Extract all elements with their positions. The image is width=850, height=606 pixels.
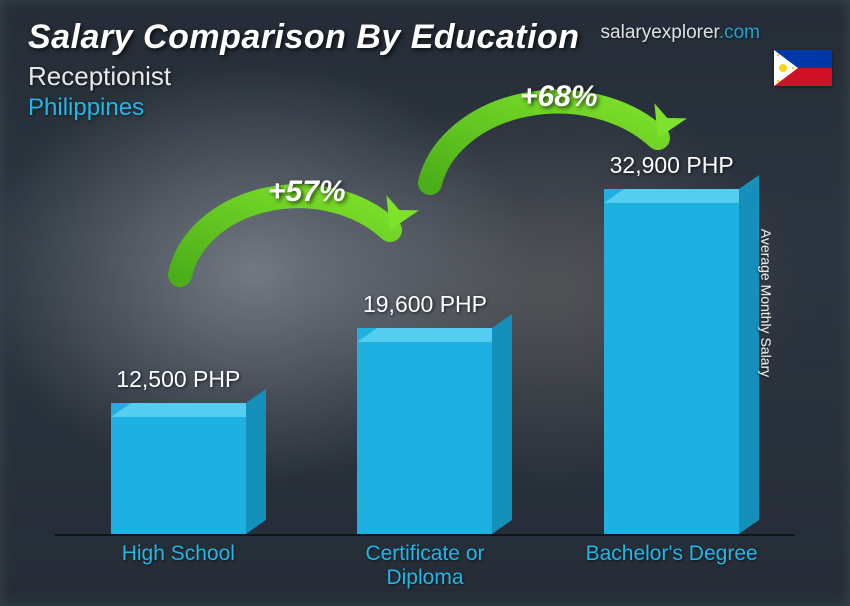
jump-arrow-0	[150, 145, 420, 315]
bar-1: 19,600 PHP	[357, 291, 492, 534]
chart-country: Philippines	[28, 94, 822, 122]
x-axis-labels: High School Certificate or Diploma Bachelo…	[55, 542, 795, 594]
bar-value-label: 12,500 PHP	[116, 366, 240, 393]
pct-label-0: +57%	[268, 175, 346, 209]
bar-shape	[604, 189, 739, 534]
x-label-1: Certificate or Diploma	[325, 542, 525, 594]
bar-shape	[357, 328, 492, 534]
philippines-flag-icon	[774, 50, 832, 86]
watermark-brand: salaryexplorer	[601, 22, 719, 43]
x-label-0: High School	[78, 542, 278, 594]
bar-shape	[111, 403, 246, 534]
watermark: salaryexplorer.com	[601, 22, 760, 44]
watermark-domain: .com	[719, 22, 760, 43]
bar-0: 12,500 PHP	[111, 366, 246, 534]
chart-subtitle: Receptionist	[28, 61, 822, 92]
y-axis-label: Average Monthly Salary	[758, 229, 774, 377]
x-label-2: Bachelor's Degree	[572, 542, 772, 594]
